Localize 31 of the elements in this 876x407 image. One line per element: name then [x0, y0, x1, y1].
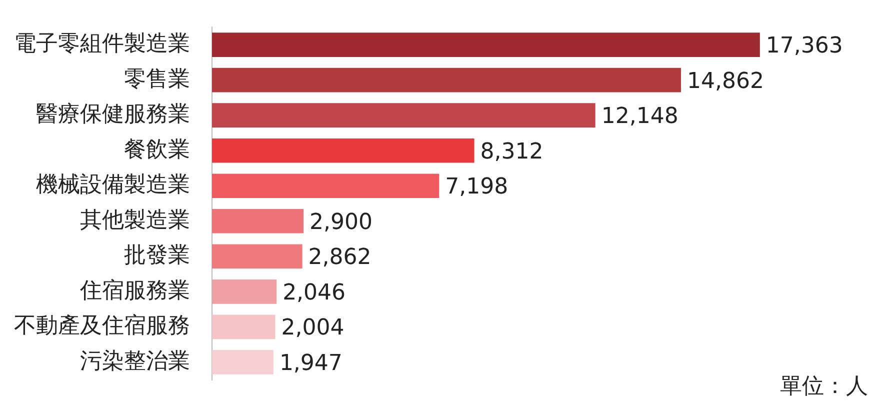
y-tick-label: 不動產及住宿服務: [14, 314, 190, 339]
bar: [212, 314, 276, 340]
bar: [212, 32, 760, 57]
data-label: 2,046: [282, 280, 346, 306]
bar: [212, 279, 277, 304]
y-tick-label: 住宿服務業: [79, 278, 190, 304]
data-label: 17,363: [766, 34, 843, 59]
y-tick-label: 污染整治業: [80, 348, 190, 374]
data-label: 8,312: [480, 139, 544, 164]
y-tick-label: 餐飲業: [124, 137, 190, 162]
y-tick-label: 零售業: [124, 66, 190, 92]
bar: [212, 138, 474, 163]
bar: [212, 208, 304, 234]
data-label: 14,862: [686, 68, 764, 94]
bar: [212, 350, 274, 374]
text: 單位：人: [780, 373, 868, 401]
bar: [212, 174, 440, 198]
data-label: 2,900: [310, 210, 372, 235]
y-tick-label: 電子零組件製造業: [14, 32, 190, 57]
bar: [212, 244, 302, 269]
bar: [212, 103, 596, 128]
y-tick-label: 批發業: [124, 243, 190, 268]
data-label: 1,947: [279, 350, 342, 376]
y-tick-label: 機械設備製造業: [36, 172, 190, 198]
y-tick-label: 其他製造業: [80, 208, 190, 233]
y-tick-label: 醫療保健服務業: [36, 102, 190, 128]
data-label: 7,198: [445, 174, 508, 200]
data-label: 12,148: [601, 104, 678, 130]
data-label: 2,862: [308, 245, 372, 270]
bar: [212, 68, 681, 92]
data-label: 2,004: [281, 316, 344, 341]
